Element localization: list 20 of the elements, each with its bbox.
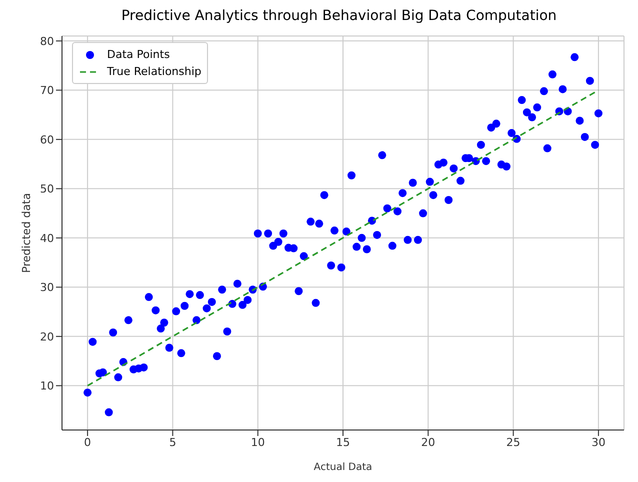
x-tick-label: 15 xyxy=(336,436,350,449)
legend-label: Data Points xyxy=(107,47,170,63)
x-tick-label: 30 xyxy=(591,436,606,449)
y-tick-label: 20 xyxy=(40,330,54,344)
y-tick-label: 80 xyxy=(40,34,54,48)
y-tick-label: 30 xyxy=(40,281,54,294)
y-tick-label: 40 xyxy=(40,232,54,245)
x-tick-label: 20 xyxy=(421,436,436,449)
y-tick-label: 50 xyxy=(40,182,54,196)
y-tick-label: 60 xyxy=(40,133,54,146)
y-tick-label: 10 xyxy=(40,380,54,393)
chart-title: Predictive Analytics through Behavioral Big Data Computation xyxy=(120,8,558,26)
legend-label: True Relationship xyxy=(107,64,202,80)
y-tick-label: 70 xyxy=(40,84,54,98)
x-axis-title: Actual Data xyxy=(314,462,372,473)
x-tick-label: 10 xyxy=(250,436,265,449)
x-tick-label: 25 xyxy=(506,436,520,449)
x-tick-label: 5 xyxy=(169,436,176,449)
y-axis-title: Predicted data xyxy=(20,193,33,273)
x-tick-label: 0 xyxy=(84,436,92,449)
